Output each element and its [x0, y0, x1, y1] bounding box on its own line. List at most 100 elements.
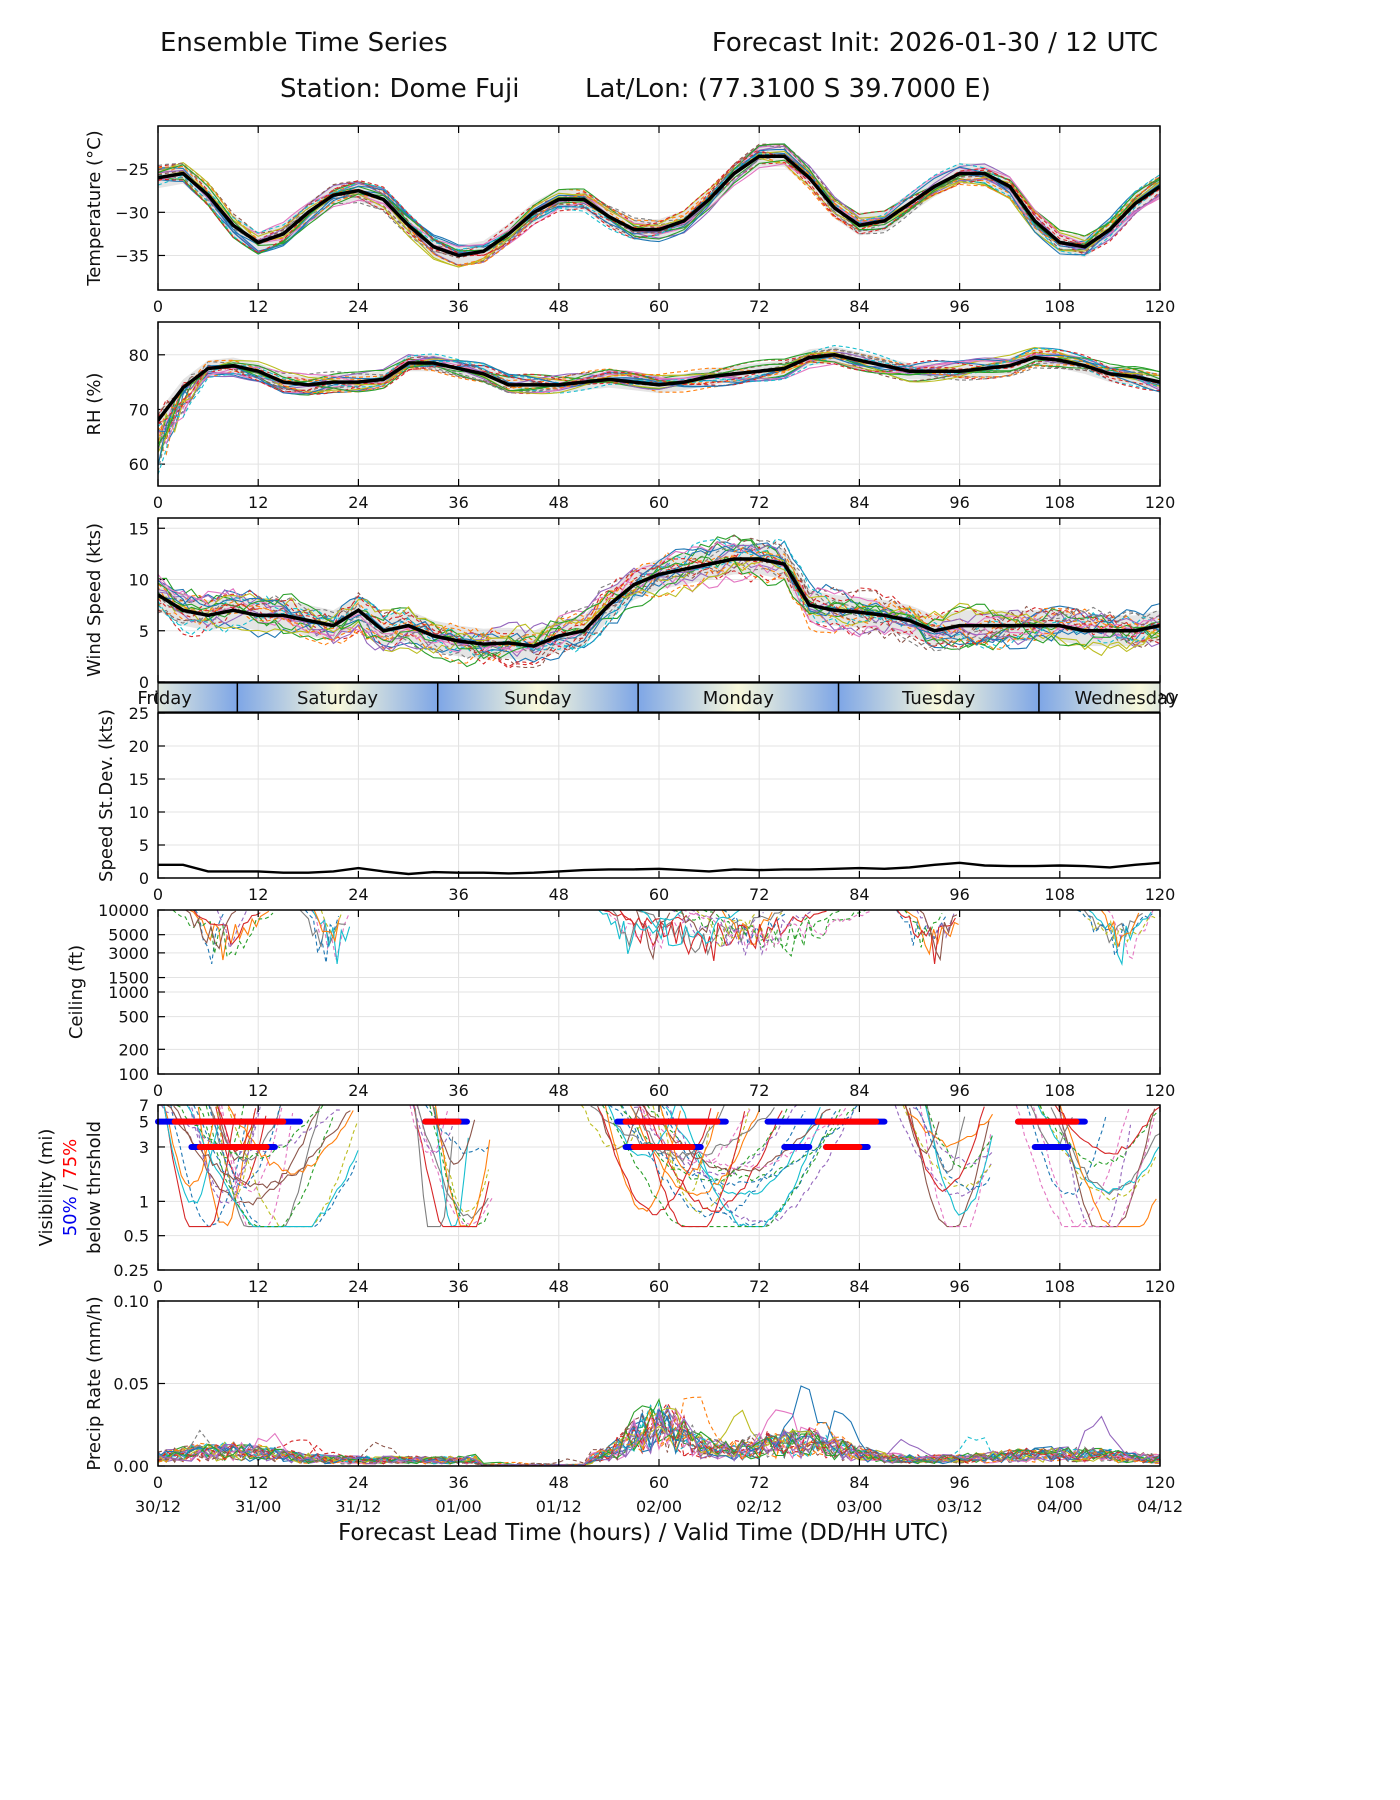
visibility-member-line [216, 1105, 255, 1196]
speed_sd-xtick-label: 36 [448, 885, 468, 904]
speed_sd-ytick-label: 10 [129, 803, 149, 822]
temperature-member-line [158, 145, 1160, 257]
visibility-member-line [163, 1105, 219, 1204]
visibility-member-line [631, 1105, 725, 1163]
day-cell [638, 683, 839, 712]
visibility-member-line [902, 1105, 992, 1189]
visibility-member-line [597, 1107, 712, 1216]
rh-ytick-label: 70 [129, 400, 149, 419]
ceiling-member-line [1076, 910, 1153, 957]
visibility-ylabel-sep: / [60, 1179, 81, 1197]
rh-xtick-label: 12 [248, 493, 268, 512]
ceiling-member-line [304, 910, 340, 963]
visibility-ytick-label: 3 [139, 1138, 149, 1157]
temperature-ytick-label: −25 [115, 160, 149, 179]
visibility-member-line [434, 1105, 491, 1228]
title-station: Station: Dome Fuji [280, 74, 520, 104]
ceiling-member-line [671, 910, 764, 947]
rh-xtick-label: 60 [649, 493, 669, 512]
precip-member-line [158, 1414, 1160, 1466]
ceiling-ytick-label: 200 [118, 1040, 149, 1059]
visibility-member-line [163, 1107, 236, 1228]
day-band: Friday Saturday Sunday Monday Tuesday Wednesd… [137, 682, 1179, 713]
speed_sd-ytick-label: 5 [139, 836, 149, 855]
visibility-ylabel-pct: 50% / 75% [60, 1139, 81, 1237]
ceiling-member-line [313, 910, 340, 943]
visibility-member-line [209, 1105, 282, 1162]
visibility-member-line [160, 1105, 341, 1154]
ceiling-ytick-label: 10000 [98, 901, 149, 920]
speed_sd-ytick-label: 0 [139, 869, 149, 888]
visibility-member-line [217, 1106, 257, 1153]
temperature-member-line [158, 154, 1160, 267]
ceiling-member-line [639, 910, 741, 947]
ceiling-member-line [216, 910, 247, 950]
visibility-member-line [1058, 1105, 1156, 1228]
wind-member-line [158, 556, 1160, 660]
visibility-member-line [607, 1105, 676, 1158]
precip-ytick-label: 0.10 [113, 1292, 149, 1311]
ceiling-ytick-label: 1500 [108, 969, 149, 988]
ceiling-member-line [1100, 910, 1140, 949]
speed_sd-xtick-label: 24 [348, 885, 368, 904]
rh-member-line [158, 357, 1160, 445]
wind-member-line [158, 547, 1160, 650]
speed_sd-xtick-label: 108 [1045, 885, 1076, 904]
day-label-tuesday: Tuesday [901, 688, 976, 709]
precip-xtick-label: 108 [1045, 1473, 1076, 1492]
visibility-member-line [915, 1106, 992, 1193]
ceiling-ytick-label: 5000 [108, 926, 149, 945]
speed_sd-xtick-label: 72 [749, 885, 769, 904]
precip-ytick-label: 0.05 [113, 1375, 149, 1394]
ceiling-member-line [695, 910, 756, 949]
visibility-member-line [176, 1105, 324, 1161]
visibility-xtick-label: 36 [448, 1277, 468, 1296]
valid-time-label: 01/00 [436, 1497, 482, 1516]
ceiling-member-line [1088, 910, 1152, 966]
ceiling-xtick-label: 120 [1145, 1081, 1176, 1100]
visibility-member-line [590, 1105, 775, 1158]
wind-border [157, 517, 1161, 683]
wind-panel: 05101501224364860728496108120Wind Speed … [84, 517, 1175, 708]
wind-mean-line [158, 557, 1160, 648]
ceiling-ylabel: Ceiling (ft) [66, 945, 87, 1039]
speed_sd-ylabel: Speed St.Dev. (kts) [96, 709, 117, 882]
wind-member-line [158, 551, 1160, 647]
visibility-xtick-label: 24 [348, 1277, 368, 1296]
visibility-member-line [1058, 1105, 1132, 1228]
temperature-member-line [158, 156, 1160, 251]
visibility-xtick-label: 48 [549, 1277, 569, 1296]
wind-ytick-label: 10 [129, 571, 149, 590]
speed_sd-border [157, 712, 1161, 879]
temperature-xtick-label: 120 [1145, 297, 1176, 316]
wind-member-line [158, 554, 1160, 668]
wind-member-line [158, 534, 1160, 656]
visibility-member-line [597, 1105, 640, 1151]
visibility-xtick-label: 0 [153, 1277, 163, 1296]
ceiling-ytick-label: 500 [118, 1008, 149, 1027]
ceiling-member-line [904, 910, 959, 956]
precip-ytick-label: 0.00 [113, 1457, 149, 1476]
visibility-xtick-label: 96 [949, 1277, 969, 1296]
ceiling-xtick-label: 96 [949, 1081, 969, 1100]
visibility-member-line [659, 1105, 719, 1177]
ceiling-member-line [185, 910, 237, 950]
ceiling-member-line [635, 910, 671, 961]
wind-member-line [158, 541, 1160, 649]
temperature-xtick-label: 12 [248, 297, 268, 316]
visibility-member-line [608, 1105, 860, 1187]
temperature-member-line [158, 150, 1160, 268]
ceiling-member-line [189, 910, 270, 961]
temperature-ytick-label: −35 [115, 246, 149, 265]
valid-time-label: 04/12 [1137, 1497, 1183, 1516]
visibility-member-line [409, 1105, 449, 1153]
visibility-ylabel-line3: below thrshold [84, 1121, 105, 1254]
rh-ylabel: RH (%) [84, 373, 105, 436]
visibility-member-line [1033, 1107, 1156, 1228]
speed_sd-ytick-label: 20 [129, 737, 149, 756]
temperature-panel: −35 −30 −25 0 12 24 36 48 60 72 84 96 108 120 Temperat… [84, 125, 1176, 316]
wind-member-line [158, 538, 1160, 650]
temperature-member-line [158, 151, 1160, 256]
valid-time-label: 02/12 [736, 1497, 782, 1516]
day-label-wednesday: Wednesday [1074, 688, 1179, 709]
